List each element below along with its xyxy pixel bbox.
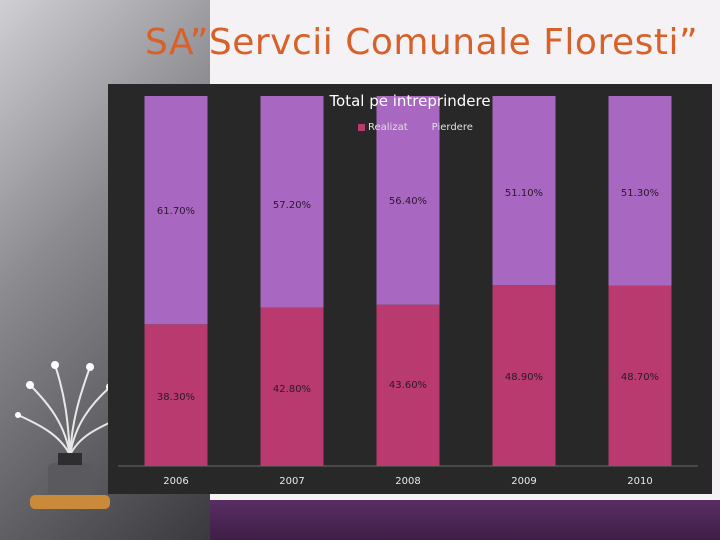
data-label-pierdere-2006: 61.70% <box>157 206 195 217</box>
legend-swatch-realizat <box>358 124 365 131</box>
data-label-realizat-2006: 38.30% <box>157 392 195 403</box>
data-label-pierdere-2008: 56.40% <box>389 196 427 207</box>
x-tick-label-2007: 2007 <box>279 476 304 487</box>
bar-realizat-2006 <box>144 324 208 466</box>
chart-title: Total pe intreprindere <box>329 92 491 110</box>
data-label-pierdere-2009: 51.10% <box>505 188 543 199</box>
slide-title: SA”Servcii Comunale Floresti” <box>145 22 699 63</box>
bar-realizat-2008 <box>376 304 440 466</box>
x-tick-label-2010: 2010 <box>627 476 652 487</box>
bar-pierdere-2009 <box>492 96 556 286</box>
legend-swatch-pierdere <box>421 124 429 131</box>
data-label-pierdere-2007: 57.20% <box>273 200 311 211</box>
bottom-decor-strip <box>210 500 720 540</box>
bar-pierdere-2007 <box>260 96 324 308</box>
chart-legend: Realizat Pierdere <box>358 122 473 133</box>
data-label-realizat-2009: 48.90% <box>505 372 543 383</box>
chart-frame: 38.30% 61.70% 2006 42.80% 57.20% 2007 43.60% 56… <box>108 84 712 494</box>
x-tick-label-2006: 2006 <box>163 476 188 487</box>
legend-label-pierdere: Pierdere <box>431 122 473 133</box>
water-meter-icon <box>15 361 125 509</box>
stacked-bar-chart: 38.30% 61.70% 2006 42.80% 57.20% 2007 43.60% 56… <box>118 96 698 487</box>
legend-item-realizat: Realizat <box>358 122 408 133</box>
data-label-pierdere-2010: 51.30% <box>621 188 659 199</box>
data-label-realizat-2007: 42.80% <box>273 384 311 395</box>
legend-label-realizat: Realizat <box>368 122 408 133</box>
x-tick-label-2008: 2008 <box>395 476 420 487</box>
legend-item-pierdere: Pierdere <box>421 122 473 133</box>
bar-pierdere-2010 <box>608 96 672 286</box>
bar-realizat-2009 <box>492 285 556 466</box>
bar-realizat-2007 <box>260 307 324 466</box>
data-label-realizat-2010: 48.70% <box>621 372 659 383</box>
bar-pierdere-2008 <box>376 96 440 305</box>
x-tick-label-2009: 2009 <box>511 476 536 487</box>
bar-realizat-2010 <box>608 285 672 466</box>
bar-pierdere-2006 <box>144 96 208 325</box>
data-label-realizat-2008: 43.60% <box>389 380 427 391</box>
